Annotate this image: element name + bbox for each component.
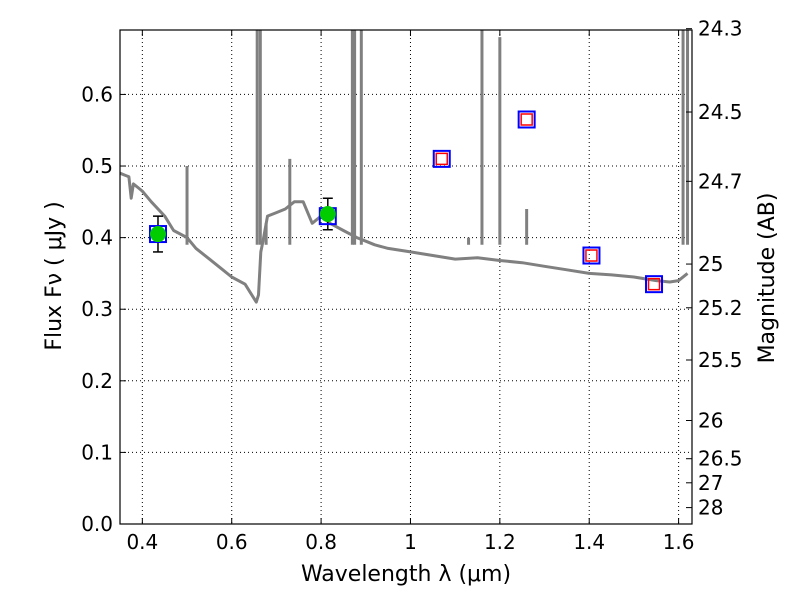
model-box-marker [582,246,601,265]
right-tick-label: 25 [698,252,723,276]
x-tick-label: 1.6 [663,530,695,554]
model-box-marker [432,149,451,168]
x-axis-ticks: 0.4 0.6 0.8 1 1.2 1.4 1.6 [126,30,695,554]
x-tick-label: 0.4 [126,530,158,554]
y-tick-label: 0.5 [81,154,113,178]
y-tick-label: 0.3 [81,297,113,321]
right-tick-label: 28 [698,496,723,520]
model-box-marker [517,110,536,129]
y-tick-label: 0.4 [81,226,113,250]
right-tick-label: 26.5 [698,447,743,471]
model-point-marker [435,152,448,166]
x-tick-label: 1.4 [573,530,605,554]
model-box-marker [645,275,664,294]
x-tick-label: 1 [404,530,417,554]
y-tick-label: 0.1 [81,440,113,464]
right-tick-label: 24.5 [698,100,743,124]
right-tick-label: 26 [698,409,723,433]
observed-point [319,205,336,222]
model-point-marker [520,113,533,126]
right-tick-label: 24.7 [698,169,743,193]
spectrum-series [119,30,690,304]
spectrum-line [119,171,689,304]
right-tick-label: 25.5 [698,348,743,372]
observed-point [149,226,166,243]
plot-border [119,29,693,525]
y-axis-ticks: 0.0 0.1 0.2 0.3 0.4 0.5 0.6 [81,82,126,536]
right-tick-label: 25.2 [698,296,743,320]
right-tick-label: 27 [698,471,723,495]
right-tick-label: 24.3 [698,17,743,41]
x-tick-label: 1.2 [484,530,516,554]
right-axis-label: Magnitude (AB) [755,193,780,364]
model-point-marker [585,249,598,262]
x-tick-label: 0.8 [305,530,337,554]
y-tick-label: 0.6 [81,82,113,106]
photometry-markers [148,110,664,294]
x-axis-label: Wavelength λ (μm) [301,562,511,587]
grid-lines [120,30,692,525]
x-tick-label: 0.6 [216,530,248,554]
model-point-marker [647,277,661,291]
y-tick-label: 0.0 [81,512,113,536]
plot-frame [119,29,693,525]
y-tick-label: 0.2 [81,369,113,393]
y-axis-label: Flux Fν ( μJy ) [42,201,67,350]
